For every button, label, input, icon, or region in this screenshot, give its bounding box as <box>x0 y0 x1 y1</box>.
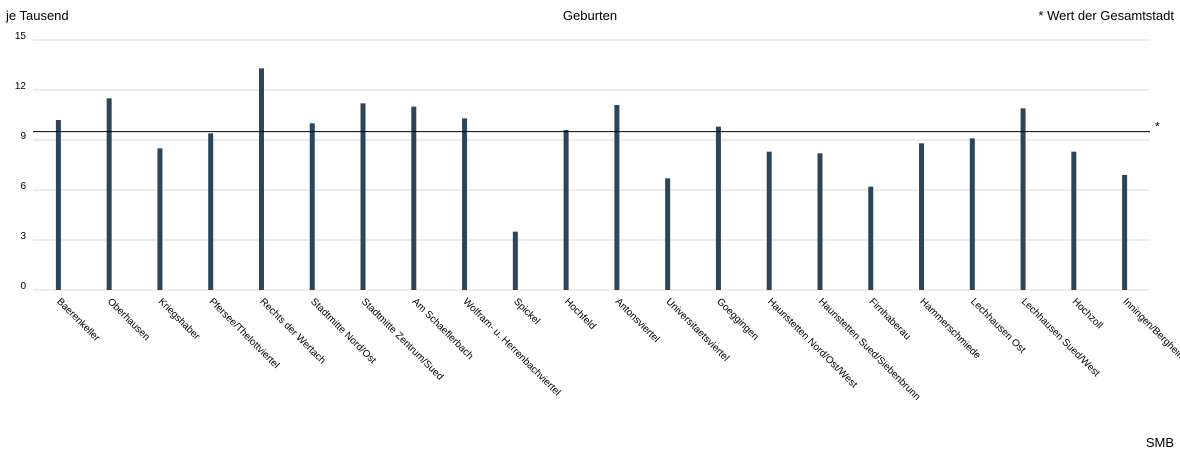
y-axis-ticks: 0 3 6 9 12 15 <box>15 31 27 292</box>
bar <box>55 120 61 290</box>
bar <box>360 103 366 290</box>
bar <box>817 153 823 290</box>
x-tick-label: Goeggingen <box>714 296 760 342</box>
bar <box>969 138 975 290</box>
x-tick-label: Baerenkeller <box>54 296 102 344</box>
bar <box>1122 175 1128 290</box>
x-tick-label: Firnhaberau <box>867 296 913 342</box>
x-tick-label: Antonsviertel <box>613 296 662 345</box>
legend-note: * Wert der Gesamtstadt <box>1038 8 1174 23</box>
bar <box>766 151 772 290</box>
x-tick-label: Hochfeld <box>562 296 598 332</box>
bar <box>309 123 315 290</box>
y-tick-label: 12 <box>15 81 27 92</box>
x-tick-label: Oberhausen <box>105 296 152 343</box>
bar <box>462 118 468 290</box>
bar <box>1071 151 1077 290</box>
x-tick-label: Inningen/Bergheim <box>1120 296 1180 363</box>
source-label: SMB <box>1146 435 1174 450</box>
x-tick-label: Stadtmitte Zentrum/Sued <box>359 296 445 382</box>
bar <box>157 148 163 290</box>
bar <box>258 68 264 290</box>
x-tick-label: Haunstetten Sued/Siebenbrunn <box>816 296 922 402</box>
y-tick-label: 9 <box>20 131 26 142</box>
bar <box>411 106 417 291</box>
bar <box>868 186 874 290</box>
bar <box>208 133 214 290</box>
y-axis-label: je Tausend <box>5 8 69 23</box>
chart-title: Geburten <box>563 8 617 23</box>
y-tick-label: 15 <box>15 31 27 42</box>
gridlines <box>33 39 1150 291</box>
bar <box>563 130 569 290</box>
reference-line-group: * <box>33 120 1160 134</box>
bar <box>665 178 671 290</box>
bars <box>55 68 1128 291</box>
x-axis-labels: Baerenkeller Oberhausen Kriegshaber Pfersee… <box>54 296 1180 402</box>
y-tick-label: 0 <box>20 281 26 292</box>
x-tick-label: Wolfram- u. Herrenbachviertel <box>460 296 562 398</box>
reference-marker: * <box>1155 120 1160 134</box>
bar <box>919 143 925 290</box>
bar <box>614 105 620 290</box>
x-tick-label: Hochzoll <box>1070 296 1105 331</box>
bar <box>1020 108 1026 290</box>
x-tick-label: Haunstetten Nord/Ost/West <box>765 296 859 390</box>
bar <box>715 126 721 291</box>
y-tick-label: 6 <box>20 181 26 192</box>
x-tick-label: Spickel <box>511 296 542 327</box>
y-tick-label: 3 <box>20 231 26 242</box>
bar <box>106 98 112 290</box>
bar <box>512 231 518 290</box>
x-tick-label: Lechhausen Ost <box>968 296 1027 355</box>
x-tick-label: Kriegshaber <box>156 296 202 342</box>
